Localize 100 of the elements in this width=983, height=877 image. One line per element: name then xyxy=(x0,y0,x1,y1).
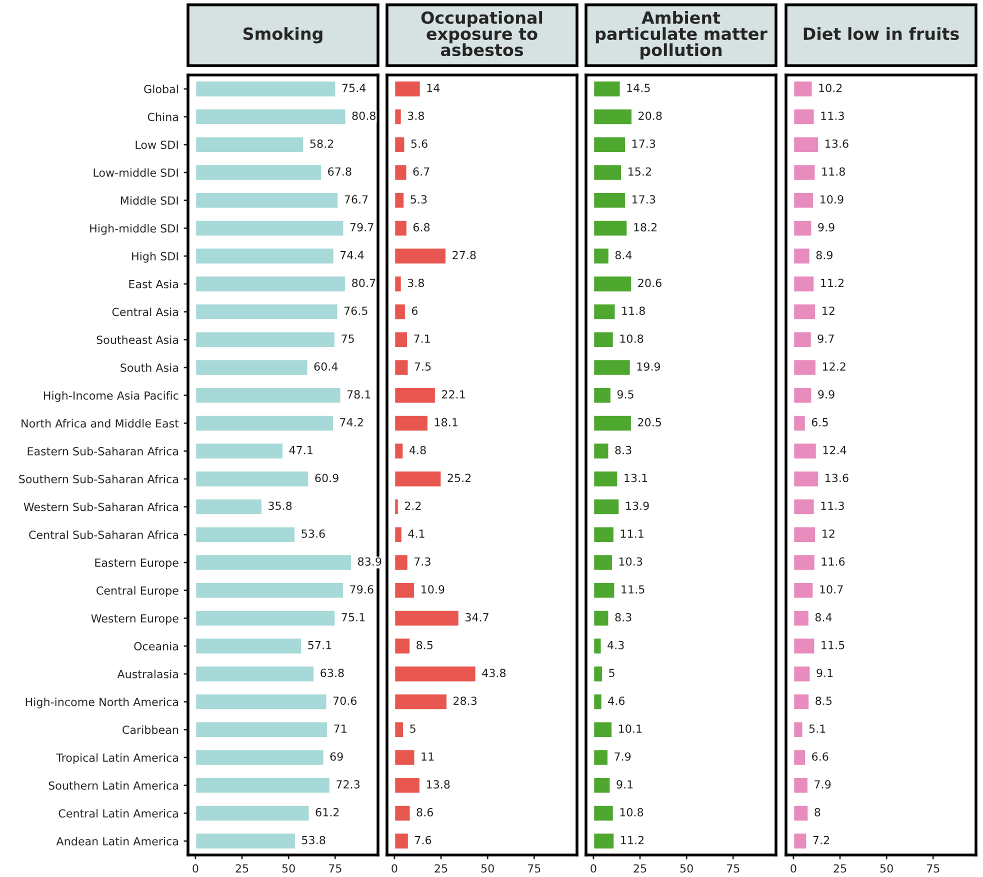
bar xyxy=(194,637,303,655)
data-label: 60.4 xyxy=(314,362,338,371)
bar xyxy=(792,80,814,98)
bar xyxy=(792,693,810,711)
chart-title: Ambient particulate matter pollution xyxy=(596,11,768,60)
bar xyxy=(792,303,816,321)
data-label: 47.1 xyxy=(289,446,312,454)
bar xyxy=(394,219,408,237)
x-tick-label: 50 xyxy=(481,864,494,873)
data-label: 3.8 xyxy=(408,278,424,288)
bar xyxy=(194,414,334,432)
bar xyxy=(592,442,610,460)
bar xyxy=(194,442,284,460)
bar xyxy=(194,192,340,210)
bar xyxy=(394,164,408,182)
data-label: 71 xyxy=(334,724,346,733)
bar xyxy=(592,637,602,655)
x-tick-label: 50 xyxy=(680,864,693,873)
bar xyxy=(394,330,408,348)
data-label: 43.8 xyxy=(482,668,506,678)
bar xyxy=(592,164,622,182)
bar xyxy=(394,748,416,766)
y-tick-label: North Africa and Middle East xyxy=(22,418,179,428)
data-label: 74.4 xyxy=(340,251,364,260)
y-tick-label: Oceania xyxy=(134,642,178,650)
data-label: 13.6 xyxy=(826,474,848,482)
bar xyxy=(792,358,817,376)
bar xyxy=(792,748,806,766)
data-label: 6.6 xyxy=(812,752,828,761)
bar xyxy=(394,192,406,210)
bar xyxy=(194,526,296,544)
x-tick-label: 25 xyxy=(236,864,248,873)
data-label: 57.1 xyxy=(308,641,332,650)
data-label: 53.6 xyxy=(302,529,325,538)
bar xyxy=(592,582,616,600)
y-tick-label: Middle SDI xyxy=(120,196,178,205)
data-label: 6.8 xyxy=(413,223,430,232)
data-label: 8.6 xyxy=(416,808,433,816)
y-tick-label: High-middle SDI xyxy=(90,224,178,235)
chart-title: Occupational exposure to asbestos xyxy=(421,11,542,56)
bar xyxy=(592,108,633,126)
x-tick-label: 50 xyxy=(282,864,295,873)
bar xyxy=(394,665,477,683)
bar xyxy=(394,776,421,794)
data-label: 13.9 xyxy=(626,502,649,510)
x-tick-label: 75 xyxy=(528,864,540,873)
data-label: 80.7 xyxy=(352,278,376,288)
bar xyxy=(394,637,411,655)
data-label: 15.2 xyxy=(628,167,651,176)
bar xyxy=(592,554,614,572)
data-label: 35.8 xyxy=(268,502,292,510)
y-tick-label: Western Sub-Saharan Africa xyxy=(24,502,178,512)
data-label: 83.9 xyxy=(358,557,382,566)
bar xyxy=(592,275,633,293)
y-tick-label: Southern Latin America xyxy=(48,781,178,790)
data-label: 8.4 xyxy=(815,613,832,622)
data-label: 8.5 xyxy=(416,640,433,650)
bar xyxy=(394,498,400,516)
bar xyxy=(194,720,328,738)
data-label: 10.2 xyxy=(819,84,842,92)
y-tick-label: High-income North America xyxy=(26,698,178,708)
bar xyxy=(394,720,404,738)
data-label: 5.6 xyxy=(411,139,428,148)
data-label: 8.3 xyxy=(615,613,632,622)
bar xyxy=(194,164,322,182)
data-label: 69 xyxy=(330,752,343,761)
bar xyxy=(394,136,406,154)
bar xyxy=(792,720,804,738)
data-label: 12.4 xyxy=(823,446,846,454)
x-tick-label: 50 xyxy=(880,864,893,873)
bar xyxy=(792,637,816,655)
y-tick-label: Eastern Sub-Saharan Africa xyxy=(28,446,178,456)
data-label: 4.3 xyxy=(608,640,624,650)
x-tick-label: 25 xyxy=(634,864,646,873)
data-label: 17.3 xyxy=(632,195,656,204)
data-label: 10.1 xyxy=(619,724,642,733)
data-label: 5.3 xyxy=(410,195,427,204)
data-label: 67.8 xyxy=(328,167,352,176)
data-label: 10.8 xyxy=(620,808,644,816)
bar xyxy=(592,665,604,683)
data-label: 11.3 xyxy=(821,112,844,120)
bar xyxy=(792,386,813,404)
data-label: 7.2 xyxy=(813,836,829,844)
bar xyxy=(792,330,812,348)
data-label: 4.8 xyxy=(409,446,426,454)
y-tick-label: Eastern Europe xyxy=(95,558,178,570)
data-label: 10.9 xyxy=(422,585,444,594)
data-label: 75.4 xyxy=(342,84,366,92)
data-label: 79.6 xyxy=(350,585,374,594)
bar xyxy=(592,609,610,627)
data-label: 25.2 xyxy=(448,474,471,482)
bar xyxy=(394,554,409,572)
y-tick-label: Central Sub-Saharan Africa xyxy=(29,530,178,540)
data-label: 58.2 xyxy=(310,139,334,148)
y-tick-label: Western Europe xyxy=(91,614,178,625)
data-label: 12 xyxy=(822,529,834,538)
bar xyxy=(394,275,402,293)
data-label: 7.1 xyxy=(414,334,430,343)
data-label: 11.2 xyxy=(821,278,844,287)
data-label: 70.6 xyxy=(333,696,357,706)
